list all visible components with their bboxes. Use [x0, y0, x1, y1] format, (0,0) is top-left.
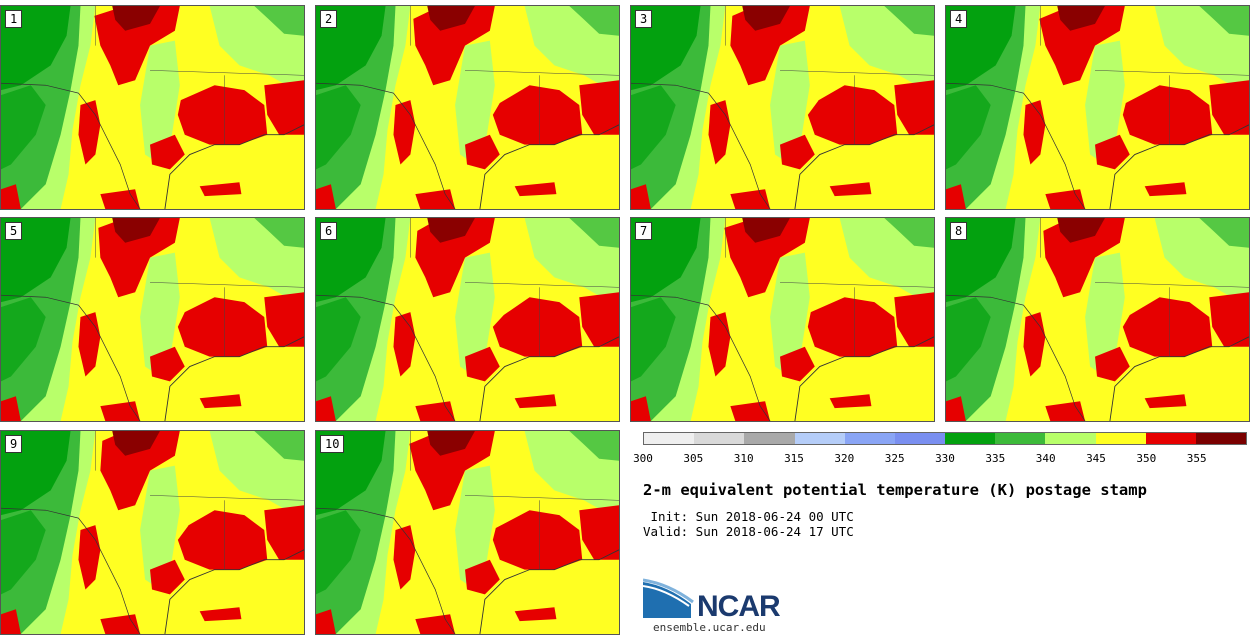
colorbar-swatch: [644, 433, 695, 444]
map-panel: 8: [945, 217, 1250, 422]
panel-number-label: 9: [5, 435, 23, 453]
ncar-logo-text: NCAR: [697, 590, 781, 623]
colorbar-tick-label: 340: [1035, 452, 1056, 465]
site-url: ensemble.ucar.edu: [653, 621, 766, 634]
colorbar-tick-label: 350: [1136, 452, 1157, 465]
colorbar-swatch: [995, 433, 1046, 444]
panel-number-label: 10: [320, 435, 345, 453]
map-panel: 6: [315, 217, 620, 422]
colorbar-swatch: [1045, 433, 1096, 444]
colorbar-tick-label: 310: [733, 452, 754, 465]
colorbar-swatch: [744, 433, 795, 444]
map-panel: 7: [630, 217, 935, 422]
valid-time: Valid: Sun 2018-06-24 17 UTC: [643, 524, 854, 539]
map-panel: 2: [315, 5, 620, 210]
panel-number-label: 8: [950, 222, 968, 240]
colorbar-ticks: 300 305 310 315 320 325 330 335 340 345 350 355: [633, 452, 1247, 466]
colorbar-tick-label: 355: [1186, 452, 1207, 465]
colorbar-swatch: [1195, 433, 1247, 444]
map-panel: 10: [315, 430, 620, 635]
colorbar-swatch: [844, 433, 895, 444]
colorbar-swatch: [945, 433, 996, 444]
panel-number-label: 7: [635, 222, 653, 240]
colorbar-tick-label: 345: [1086, 452, 1106, 465]
colorbar-swatch: [694, 433, 745, 444]
colorbar-tick-label: 335: [985, 452, 1006, 465]
ncar-logo-icon: [643, 578, 694, 618]
map-panel: 1: [0, 5, 305, 210]
colorbar-tick-label: 330: [935, 452, 955, 465]
map-panel: 4: [945, 5, 1250, 210]
colorbar-tick-label: 300: [633, 452, 653, 465]
colorbar-swatch: [1145, 433, 1196, 444]
colorbar-tick-label: 325: [884, 452, 905, 465]
colorbar-tick-label: 305: [683, 452, 704, 465]
map-panel: 3: [630, 5, 935, 210]
panel-number-label: 1: [5, 10, 23, 28]
panel-number-label: 6: [320, 222, 338, 240]
colorbar-tick-label: 320: [834, 452, 855, 465]
colorbar-swatch: [894, 433, 946, 444]
colorbar: [643, 432, 1247, 445]
map-panel: 5: [0, 217, 305, 422]
colorbar-swatch: [1095, 433, 1146, 444]
panel-number-label: 5: [5, 222, 23, 240]
init-time: Init: Sun 2018-06-24 00 UTC: [643, 509, 854, 524]
colorbar-tick-label: 315: [784, 452, 804, 465]
panel-number-label: 2: [320, 10, 338, 28]
chart-title: 2-m equivalent potential temperature (K)…: [643, 481, 1147, 499]
map-panel: 9: [0, 430, 305, 635]
colorbar-swatch: [794, 433, 845, 444]
panel-number-label: 4: [950, 10, 968, 28]
panel-number-label: 3: [635, 10, 653, 28]
